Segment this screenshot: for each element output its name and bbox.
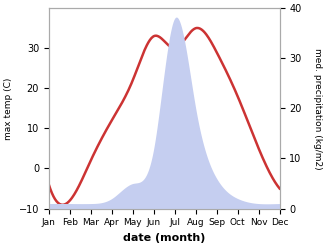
Y-axis label: max temp (C): max temp (C): [4, 77, 13, 140]
X-axis label: date (month): date (month): [123, 233, 205, 243]
Y-axis label: med. precipitation (kg/m2): med. precipitation (kg/m2): [313, 48, 322, 169]
